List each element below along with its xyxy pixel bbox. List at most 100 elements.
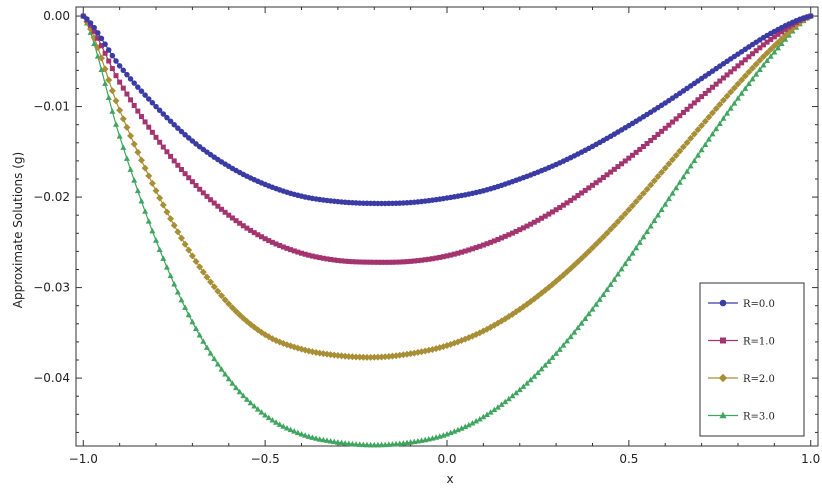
data-point (299, 250, 305, 256)
data-point (741, 72, 749, 80)
data-point (174, 228, 182, 236)
data-point (546, 211, 552, 217)
data-point (731, 66, 737, 72)
data-point (549, 354, 556, 360)
data-point (520, 225, 526, 231)
data-point (539, 215, 545, 221)
data-point (742, 85, 749, 91)
data-point (196, 332, 203, 338)
data-point (116, 63, 123, 69)
data-point (229, 380, 236, 386)
data-point (593, 301, 600, 307)
data-point (426, 256, 432, 262)
data-point (142, 92, 148, 98)
data-point (644, 228, 651, 234)
data-point (771, 49, 778, 55)
data-point (177, 234, 185, 242)
data-point (437, 254, 443, 260)
data-point (156, 246, 163, 252)
data-point (91, 28, 97, 34)
data-point (534, 369, 541, 376)
data-point (327, 438, 334, 444)
data-point (221, 296, 229, 304)
data-point (524, 380, 531, 386)
data-point (98, 43, 104, 49)
data-point (716, 120, 723, 126)
data-point (807, 13, 814, 19)
data-point (706, 87, 712, 93)
data-point (567, 333, 574, 340)
data-point (236, 388, 243, 395)
data-point (538, 365, 545, 372)
data-point (738, 90, 745, 96)
data-point (109, 52, 116, 59)
data-point (767, 53, 774, 59)
data-point (698, 122, 706, 130)
data-point (633, 244, 640, 251)
data-point (131, 80, 137, 86)
data-point (586, 185, 592, 191)
data-point (549, 209, 555, 215)
data-point (130, 140, 138, 148)
data-point (712, 105, 720, 113)
data-point (502, 233, 508, 239)
data-point (622, 260, 629, 267)
data-point (774, 38, 782, 46)
data-point (604, 286, 611, 292)
x-axis: −1.0 −0.5 0.0 0.5 1.0 (69, 7, 820, 466)
data-point (400, 259, 406, 265)
legend-item: R=3.0 (708, 412, 775, 423)
data-point (589, 306, 596, 312)
data-point (698, 146, 705, 153)
data-point (694, 126, 702, 134)
data-point (665, 160, 673, 168)
data-point (411, 258, 417, 264)
data-point (677, 113, 683, 119)
data-point (600, 174, 606, 180)
data-point (625, 255, 632, 261)
series-R=0.0 (80, 13, 814, 207)
data-point (371, 259, 377, 265)
data-point (298, 430, 305, 437)
data-point (171, 158, 177, 164)
legend-marker (719, 411, 727, 419)
data-point (592, 240, 600, 248)
data-point (699, 94, 705, 100)
data-point (502, 398, 509, 405)
data-point (105, 94, 112, 100)
data-point (593, 180, 599, 186)
data-point (709, 109, 717, 117)
data-point (473, 245, 479, 251)
data-point (717, 78, 723, 84)
data-point (662, 125, 668, 131)
data-point (731, 100, 738, 106)
data-point (753, 71, 760, 77)
data-point (465, 421, 472, 428)
data-point (734, 80, 742, 88)
data-point (506, 232, 512, 238)
data-point (727, 88, 735, 96)
data-point (251, 403, 258, 409)
data-point (101, 65, 109, 73)
data-point (163, 208, 171, 216)
data-point (720, 115, 727, 121)
data-point (778, 35, 786, 43)
data-point (331, 438, 338, 445)
data-point (466, 247, 472, 253)
data-point (148, 179, 156, 187)
legend-label: R=2.0 (743, 374, 775, 385)
data-point (702, 141, 709, 147)
data-point (189, 179, 195, 185)
data-point (266, 238, 272, 244)
data-point (193, 183, 199, 189)
data-point (204, 193, 210, 199)
data-point (447, 429, 454, 436)
data-point (676, 179, 683, 185)
data-point (284, 245, 290, 251)
data-point (705, 136, 712, 142)
data-point (615, 164, 621, 170)
x-axis-label: x (446, 472, 453, 486)
data-point (760, 42, 766, 48)
data-point (262, 411, 269, 418)
data-point (651, 134, 657, 140)
